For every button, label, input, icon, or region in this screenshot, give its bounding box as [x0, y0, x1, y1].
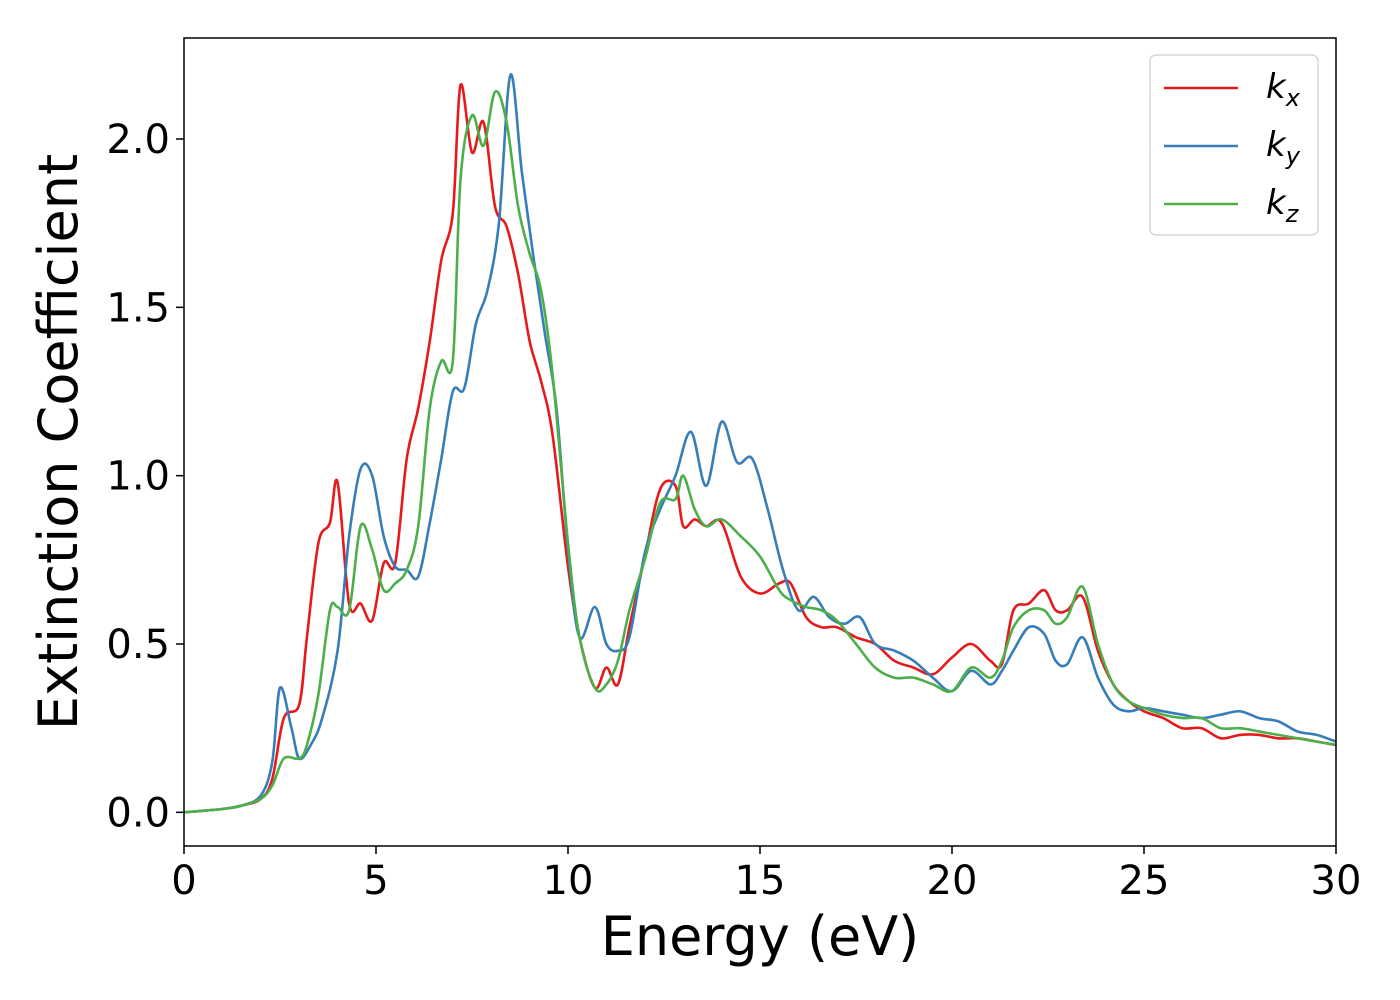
series-layer	[183, 73, 1337, 814]
y-axis-ticks: 0.0 0.5 1.0 1.5 2.0	[106, 117, 184, 836]
y-tick-label: 0.5	[106, 622, 170, 668]
x-tick-label: 30	[1311, 858, 1362, 904]
legend: kx ky kz	[1149, 54, 1319, 236]
x-axis-title: Energy (eV)	[601, 905, 920, 968]
series-line-k-x	[183, 83, 1337, 814]
x-tick-label: 20	[927, 858, 978, 904]
y-axis-title: Extinction Coefficient	[27, 154, 90, 730]
y-tick-label: 1.0	[106, 454, 170, 500]
series-line-k-y	[183, 73, 1337, 814]
y-tick-label: 0.0	[106, 790, 170, 836]
legend-label-k-x: kx	[1266, 67, 1301, 112]
x-tick-label: 25	[1119, 858, 1170, 904]
legend-label-k-z: kz	[1266, 183, 1300, 228]
y-tick-label: 2.0	[106, 117, 170, 163]
series-line-k-z	[183, 89, 1337, 814]
legend-label-k-y: ky	[1266, 125, 1301, 170]
x-tick-label: 5	[363, 858, 388, 904]
y-tick-label: 1.5	[106, 285, 170, 331]
x-tick-label: 15	[735, 858, 786, 904]
x-tick-label: 10	[543, 858, 594, 904]
x-tick-label: 0	[171, 858, 196, 904]
x-axis-ticks: 0 5 10 15 20 25 30	[171, 846, 1361, 904]
